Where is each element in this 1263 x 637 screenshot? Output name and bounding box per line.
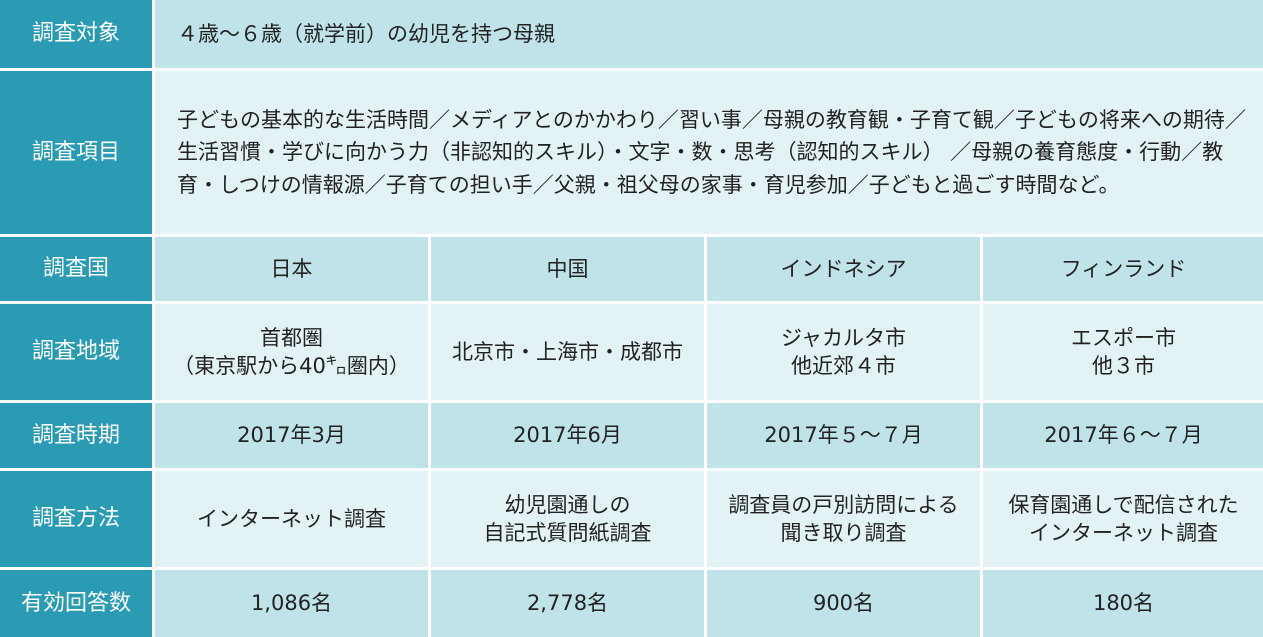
period-japan: 2017年3月	[155, 403, 428, 468]
region-indonesia: ジャカルタ市 他近郊４市	[707, 304, 980, 400]
period-indonesia: 2017年５〜７月	[707, 403, 980, 468]
method-indonesia: 調査員の戸別訪問による 聞き取り調査	[707, 471, 980, 567]
row-label-items: 調査項目	[0, 71, 152, 234]
region-china: 北京市・上海市・成都市	[431, 304, 704, 400]
region-finland: エスポー市 他３市	[983, 304, 1263, 400]
row-label-responses: 有効回答数	[0, 570, 152, 637]
method-finland: 保育園通しで配信された インターネット調査	[983, 471, 1263, 567]
row-label-region: 調査地域	[0, 304, 152, 400]
country-japan: 日本	[155, 237, 428, 301]
row-label-period: 調査時期	[0, 403, 152, 468]
responses-china: 2,778名	[431, 570, 704, 637]
target-value: ４歳〜６歳（就学前）の幼児を持つ母親	[155, 0, 1263, 68]
method-china: 幼児園通しの 自記式質問紙調査	[431, 471, 704, 567]
period-finland: 2017年６〜７月	[983, 403, 1263, 468]
country-finland: フィンランド	[983, 237, 1263, 301]
items-value: 子どもの基本的な生活時間／メディアとのかかわり／習い事／母親の教育観・子育て観／…	[155, 71, 1263, 234]
responses-finland: 180名	[983, 570, 1263, 637]
row-label-country: 調査国	[0, 237, 152, 301]
country-indonesia: インドネシア	[707, 237, 980, 301]
responses-japan: 1,086名	[155, 570, 428, 637]
responses-indonesia: 900名	[707, 570, 980, 637]
period-china: 2017年6月	[431, 403, 704, 468]
row-label-method: 調査方法	[0, 471, 152, 567]
region-japan: 首都圏 （東京駅から40㌔圏内）	[155, 304, 428, 400]
method-japan: インターネット調査	[155, 471, 428, 567]
country-china: 中国	[431, 237, 704, 301]
row-label-target: 調査対象	[0, 0, 152, 68]
